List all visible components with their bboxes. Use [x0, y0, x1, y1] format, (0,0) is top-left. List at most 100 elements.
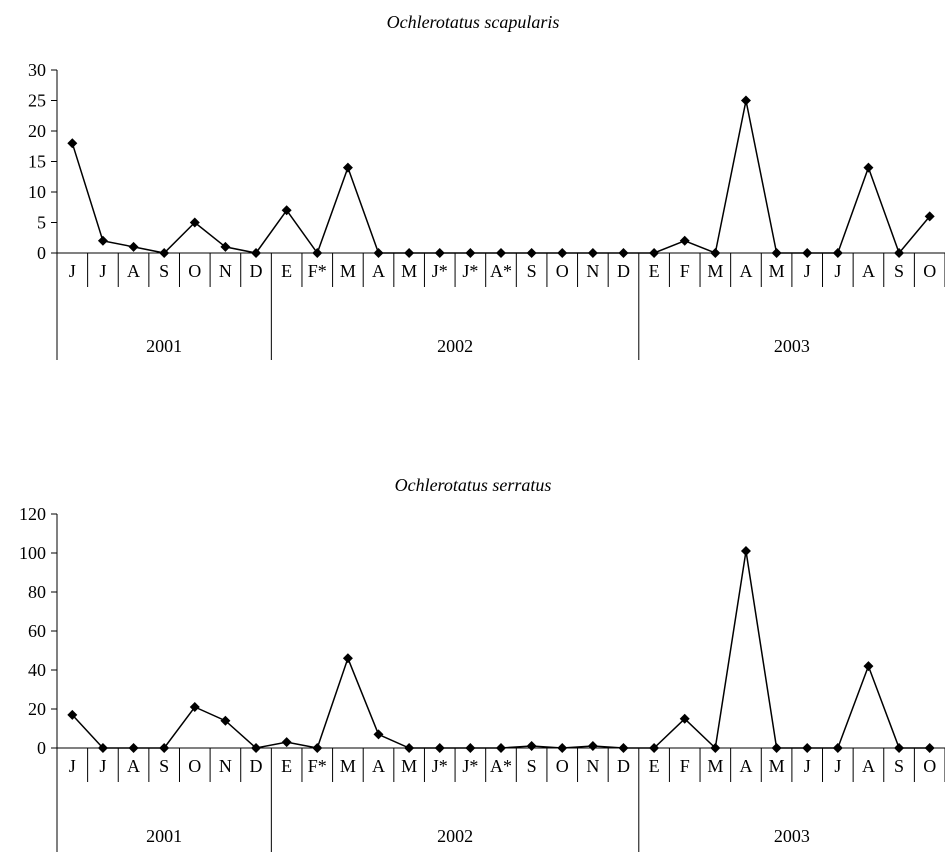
y-tick-label: 5	[37, 213, 46, 233]
data-point	[342, 653, 353, 664]
y-tick-label: 20	[28, 699, 46, 719]
month-label: J*	[462, 261, 478, 281]
data-point	[251, 743, 262, 753]
month-label: S	[159, 756, 169, 776]
year-label: 2001	[146, 336, 182, 356]
month-label: O	[556, 261, 569, 281]
data-point	[894, 743, 905, 753]
month-label: E	[281, 261, 292, 281]
month-label: A	[372, 756, 385, 776]
chart-title: Ochlerotatus serratus	[395, 475, 552, 495]
data-point	[740, 95, 751, 106]
data-point	[710, 248, 721, 258]
y-tick-label: 30	[28, 60, 46, 80]
data-point	[281, 737, 292, 748]
chart-title: Ochlerotatus scapularis	[387, 12, 560, 32]
month-label: M	[401, 756, 417, 776]
month-label: M	[769, 261, 785, 281]
month-label: M	[707, 756, 723, 776]
month-label: O	[188, 261, 201, 281]
y-tick-label: 0	[37, 738, 46, 758]
data-point	[802, 248, 813, 258]
month-label: A	[862, 261, 875, 281]
month-label: J	[99, 756, 106, 776]
data-point	[557, 248, 568, 258]
month-label: M	[401, 261, 417, 281]
month-label: F	[680, 756, 690, 776]
data-point	[404, 743, 415, 753]
month-label: D	[617, 261, 630, 281]
data-point	[526, 741, 537, 752]
data-point	[342, 162, 353, 173]
data-point	[312, 248, 323, 258]
month-label: N	[219, 756, 232, 776]
data-point	[802, 743, 813, 753]
data-point	[587, 248, 598, 258]
month-label: J*	[432, 756, 448, 776]
month-label: A	[127, 261, 140, 281]
month-label: J	[69, 756, 76, 776]
year-label: 2003	[774, 336, 810, 356]
data-point	[649, 248, 660, 258]
month-label: S	[894, 261, 904, 281]
month-label: S	[527, 756, 537, 776]
data-point	[832, 743, 843, 753]
data-point	[771, 743, 782, 753]
month-label: A*	[490, 756, 512, 776]
month-label: M	[769, 756, 785, 776]
month-label: J	[834, 756, 841, 776]
month-label: A	[372, 261, 385, 281]
data-point	[220, 715, 231, 726]
data-point	[832, 248, 843, 258]
y-tick-label: 100	[19, 543, 46, 563]
year-label: 2001	[146, 826, 182, 846]
year-label: 2002	[437, 336, 473, 356]
series-line	[71, 550, 930, 750]
month-label: A*	[490, 261, 512, 281]
data-point	[404, 248, 415, 258]
data-point	[67, 138, 78, 149]
month-label: S	[527, 261, 537, 281]
data-point	[710, 743, 721, 753]
month-label: N	[586, 756, 599, 776]
data-point	[465, 248, 476, 258]
data-point	[373, 248, 384, 258]
month-label: J*	[432, 261, 448, 281]
data-point	[587, 741, 598, 752]
month-label: E	[649, 756, 660, 776]
month-label: J	[99, 261, 106, 281]
month-label: O	[188, 756, 201, 776]
data-point	[894, 248, 905, 258]
series-line	[71, 100, 931, 255]
data-point	[312, 743, 323, 753]
month-label: D	[250, 756, 263, 776]
month-label: S	[159, 261, 169, 281]
data-point	[771, 248, 782, 258]
month-label: M	[340, 261, 356, 281]
month-label: J	[804, 261, 811, 281]
data-point	[679, 235, 690, 246]
data-point	[281, 205, 292, 216]
data-point	[496, 248, 506, 258]
month-label: O	[556, 756, 569, 776]
month-label: M	[707, 261, 723, 281]
data-point	[465, 743, 476, 753]
y-tick-label: 0	[37, 243, 46, 263]
data-point	[159, 743, 170, 753]
data-point	[649, 743, 660, 753]
y-tick-label: 10	[28, 182, 46, 202]
data-point	[924, 743, 935, 753]
y-tick-label: 20	[28, 121, 46, 141]
data-point	[618, 743, 629, 753]
month-label: A	[739, 756, 752, 776]
data-point	[863, 162, 874, 173]
year-label: 2002	[437, 826, 473, 846]
y-tick-label: 15	[28, 152, 46, 172]
data-point	[526, 248, 537, 258]
month-label: O	[923, 756, 936, 776]
month-label: D	[250, 261, 263, 281]
data-point	[67, 709, 78, 720]
month-label: N	[586, 261, 599, 281]
